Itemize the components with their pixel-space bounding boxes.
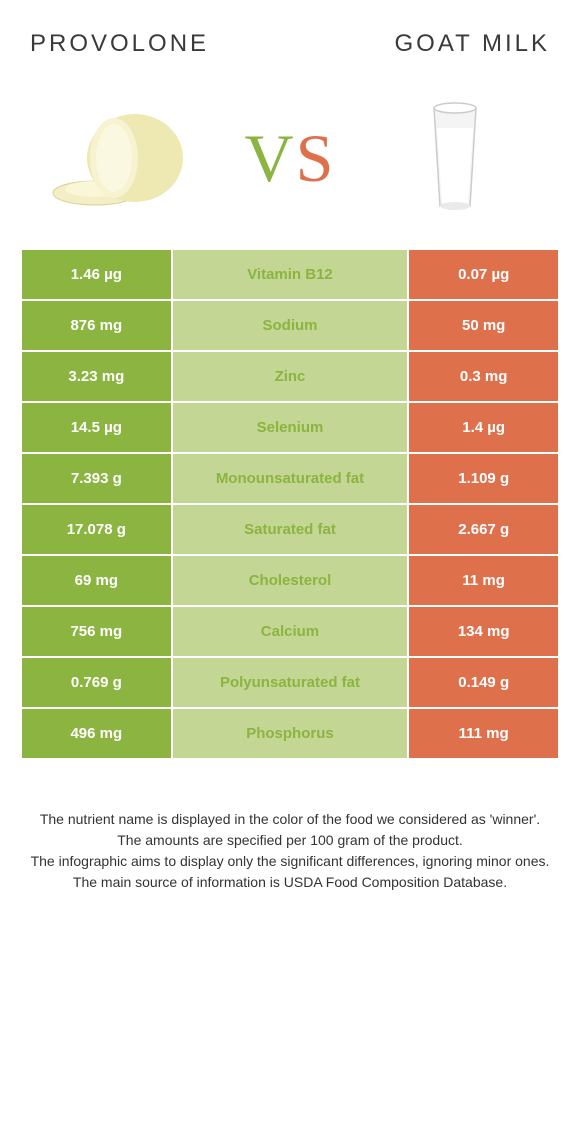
footnote-line: The amounts are specified per 100 gram o… [30,831,550,850]
right-food-image [365,98,545,218]
left-food-title: PROVOLONE [30,30,209,58]
right-value-cell: 50 mg [408,300,559,351]
table-row: 876 mgSodium50 mg [21,300,559,351]
nutrient-name-cell: Vitamin B12 [172,249,409,300]
left-value-cell: 756 mg [21,606,172,657]
footnote-line: The nutrient name is displayed in the co… [30,810,550,829]
table-row: 14.5 µgSelenium1.4 µg [21,402,559,453]
nutrient-name-cell: Phosphorus [172,708,409,759]
nutrient-name-cell: Zinc [172,351,409,402]
right-value-cell: 134 mg [408,606,559,657]
comparison-table: 1.46 µgVitamin B120.07 µg876 mgSodium50 … [20,248,560,760]
table-row: 756 mgCalcium134 mg [21,606,559,657]
footnotes: The nutrient name is displayed in the co… [20,760,560,892]
left-value-cell: 0.769 g [21,657,172,708]
hero-row: VS [20,58,560,248]
nutrient-name-cell: Selenium [172,402,409,453]
footnote-line: The main source of information is USDA F… [30,873,550,892]
header: PROVOLONE GOAT MILK [20,30,560,58]
right-value-cell: 0.07 µg [408,249,559,300]
table-row: 69 mgCholesterol11 mg [21,555,559,606]
table-row: 1.46 µgVitamin B120.07 µg [21,249,559,300]
nutrient-name-cell: Cholesterol [172,555,409,606]
table-row: 0.769 gPolyunsaturated fat0.149 g [21,657,559,708]
right-value-cell: 1.109 g [408,453,559,504]
right-food-title: GOAT MILK [395,30,550,58]
left-value-cell: 876 mg [21,300,172,351]
right-value-cell: 111 mg [408,708,559,759]
left-value-cell: 14.5 µg [21,402,172,453]
table-row: 7.393 gMonounsaturated fat1.109 g [21,453,559,504]
left-food-image [35,98,215,218]
footnote-line: The infographic aims to display only the… [30,852,550,871]
right-value-cell: 2.667 g [408,504,559,555]
table-row: 3.23 mgZinc0.3 mg [21,351,559,402]
right-value-cell: 0.149 g [408,657,559,708]
left-value-cell: 7.393 g [21,453,172,504]
nutrient-name-cell: Calcium [172,606,409,657]
left-value-cell: 1.46 µg [21,249,172,300]
right-value-cell: 0.3 mg [408,351,559,402]
nutrient-name-cell: Polyunsaturated fat [172,657,409,708]
left-value-cell: 3.23 mg [21,351,172,402]
nutrient-name-cell: Sodium [172,300,409,351]
right-value-cell: 1.4 µg [408,402,559,453]
nutrient-name-cell: Monounsaturated fat [172,453,409,504]
left-value-cell: 69 mg [21,555,172,606]
vs-label: VS [245,119,336,198]
nutrient-name-cell: Saturated fat [172,504,409,555]
table-row: 496 mgPhosphorus111 mg [21,708,559,759]
right-value-cell: 11 mg [408,555,559,606]
vs-v: V [245,120,296,196]
vs-s: S [296,120,336,196]
table-row: 17.078 gSaturated fat2.667 g [21,504,559,555]
left-value-cell: 496 mg [21,708,172,759]
left-value-cell: 17.078 g [21,504,172,555]
